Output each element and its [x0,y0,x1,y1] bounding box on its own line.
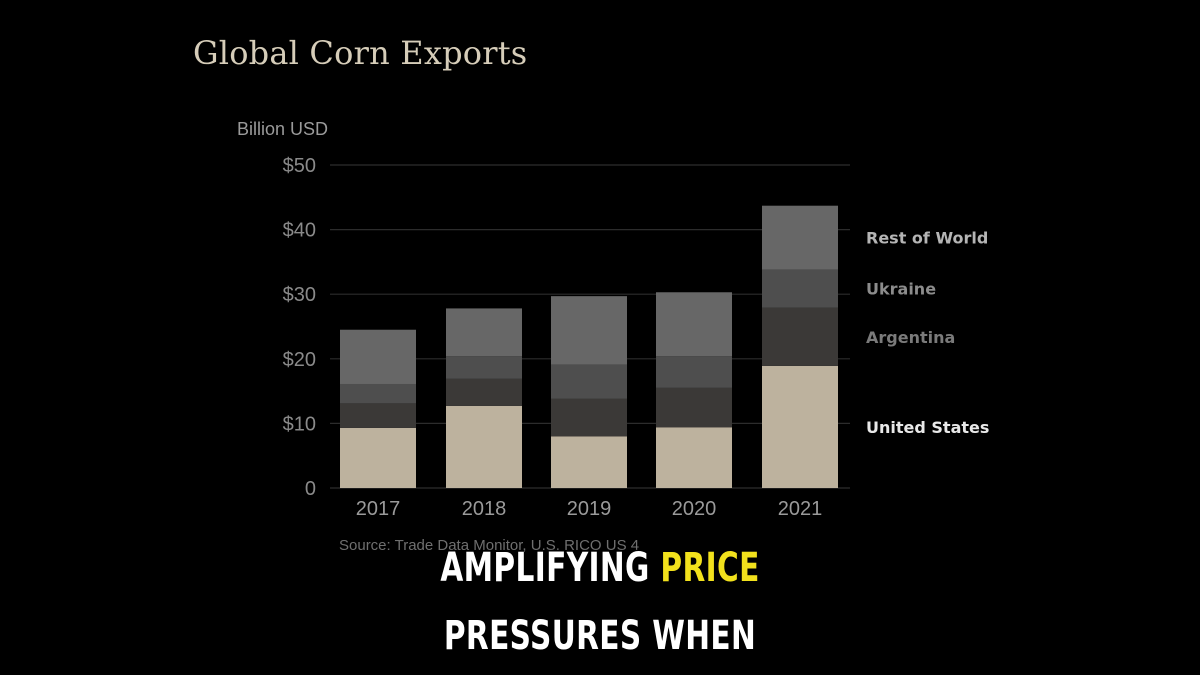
y-tick-label: $10 [283,413,316,435]
bar-segment [762,307,838,366]
bar-segment [656,356,732,388]
y-axis-label: Billion USD [237,119,329,139]
bar-segment [656,292,732,357]
caption-line-1: AMPLIFYING PRICE [156,545,1044,591]
bar-segment [762,269,838,308]
bar-segment [551,296,627,365]
legend-label: United States [866,418,989,437]
bar-segment [446,378,522,406]
legend-label: Rest of World [866,229,988,248]
legend-label: Ukraine [866,280,936,299]
bar-segment [340,403,416,428]
caption-line-2: PRESSURES WHEN [443,613,757,659]
source-note: Source: Trade Data Monitor, U.S. RICO US… [339,537,640,554]
y-tick-label: 0 [305,478,316,500]
y-tick-label: $50 [283,155,316,177]
bar-segment [446,308,522,357]
bar-segment [446,405,522,488]
bar-segment [446,356,522,379]
bar-segment [656,387,732,428]
y-tick-label: $40 [283,220,316,242]
legend-label: Argentina [866,328,955,347]
x-tick-label: 2020 [672,498,717,520]
bar-segment [340,427,416,488]
bar-segment [340,329,416,384]
chart-title: Global Corn Exports [193,34,528,72]
caption-highlight-word: PRICE [660,545,760,591]
x-tick-label: 2019 [567,498,612,520]
bar-segment [656,427,732,488]
caption-word: AMPLIFYING [440,545,650,591]
bar-segment [340,383,416,404]
x-tick-label: 2021 [778,498,823,520]
bar-segment [551,364,627,399]
bar-segment [551,436,627,488]
x-tick-label: 2017 [356,498,401,520]
bar-segment [551,398,627,437]
x-tick-label: 2018 [462,498,507,520]
y-tick-label: $30 [283,284,316,306]
y-tick-label: $20 [283,349,316,371]
bar-segment [762,205,838,270]
bar-segment [762,365,838,488]
